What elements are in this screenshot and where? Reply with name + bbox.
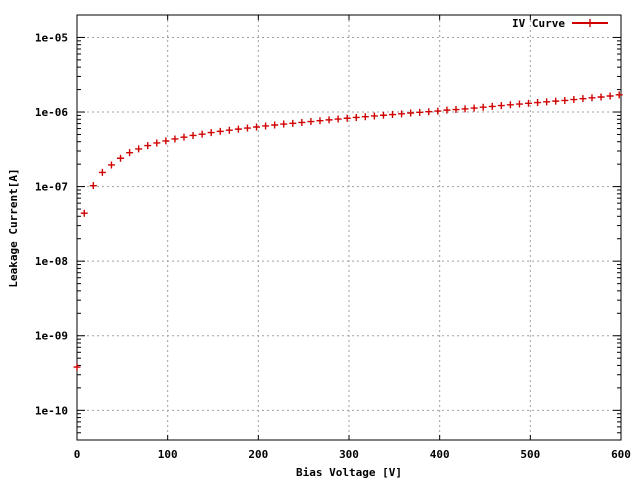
axis-ticks: 0 100 200 300 400 500 600 1e-10 1e-09 1e-08 1e-07 1…: [35, 15, 631, 461]
x-tick-label: 600: [611, 448, 631, 461]
data-point: [606, 92, 614, 100]
data-point: [434, 107, 442, 115]
legend: IV Curve: [512, 17, 608, 30]
data-point: [316, 117, 324, 125]
data-point: [243, 124, 251, 132]
data-point: [117, 154, 125, 162]
data-point: [425, 108, 433, 116]
data-point: [98, 168, 106, 176]
data-point: [615, 91, 623, 99]
data-point: [307, 118, 315, 126]
x-tick-label: 100: [158, 448, 178, 461]
data-point: [479, 103, 487, 111]
data-point: [189, 131, 197, 139]
grid-lines: [77, 15, 621, 440]
y-tick-label: 1e-07: [35, 181, 68, 194]
data-point: [452, 106, 460, 114]
data-point: [497, 102, 505, 110]
data-point: [443, 106, 451, 114]
x-tick-label: 200: [248, 448, 268, 461]
data-point: [144, 142, 152, 150]
y-axis-label: Leakage Current[A]: [7, 168, 20, 287]
data-point: [234, 125, 242, 133]
y-tick-label: 1e-10: [35, 404, 68, 417]
data-point: [207, 129, 215, 137]
data-point: [488, 102, 496, 110]
y-tick-label: 1e-05: [35, 31, 68, 44]
legend-marker-swatch: [586, 19, 594, 27]
data-point: [389, 111, 397, 119]
data-point: [370, 112, 378, 120]
x-axis-label: Bias Voltage [V]: [296, 466, 402, 479]
data-point: [379, 111, 387, 119]
data-point: [271, 121, 279, 129]
data-point: [579, 95, 587, 103]
data-point: [570, 96, 578, 104]
data-point: [325, 116, 333, 124]
data-point: [198, 130, 206, 138]
data-point: [180, 133, 188, 141]
data-point: [416, 108, 424, 116]
data-point: [461, 105, 469, 113]
data-point: [343, 114, 351, 122]
data-point: [73, 363, 81, 371]
data-point: [597, 93, 605, 101]
data-point: [398, 110, 406, 118]
data-point: [225, 126, 233, 134]
data-point: [561, 96, 569, 104]
y-tick-label: 1e-09: [35, 330, 68, 343]
x-tick-label: 500: [520, 448, 540, 461]
data-points: [73, 91, 623, 371]
data-point: [280, 120, 288, 128]
data-point: [262, 122, 270, 130]
data-point: [552, 97, 560, 105]
data-point: [588, 94, 596, 102]
y-tick-label: 1e-06: [35, 106, 68, 119]
data-point: [407, 109, 415, 117]
data-point: [89, 182, 97, 190]
data-point: [289, 119, 297, 127]
data-point: [171, 135, 179, 143]
data-point: [298, 118, 306, 126]
data-point: [153, 139, 161, 147]
data-point: [515, 100, 523, 108]
legend-label-iv-curve: IV Curve: [512, 17, 565, 30]
data-point: [80, 209, 88, 217]
data-point: [216, 127, 224, 135]
data-point: [525, 99, 533, 107]
data-point: [352, 113, 360, 121]
data-point: [361, 113, 369, 121]
x-tick-label: 300: [339, 448, 359, 461]
data-point: [543, 98, 551, 106]
data-point: [253, 123, 261, 131]
data-point: [162, 137, 170, 145]
data-point: [534, 99, 542, 107]
data-point: [506, 101, 514, 109]
data-point: [135, 145, 143, 153]
data-point: [107, 161, 115, 169]
data-point: [470, 104, 478, 112]
data-point: [334, 115, 342, 123]
x-tick-label: 0: [74, 448, 81, 461]
y-tick-label: 1e-08: [35, 255, 68, 268]
x-tick-label: 400: [430, 448, 450, 461]
data-point: [126, 149, 134, 157]
